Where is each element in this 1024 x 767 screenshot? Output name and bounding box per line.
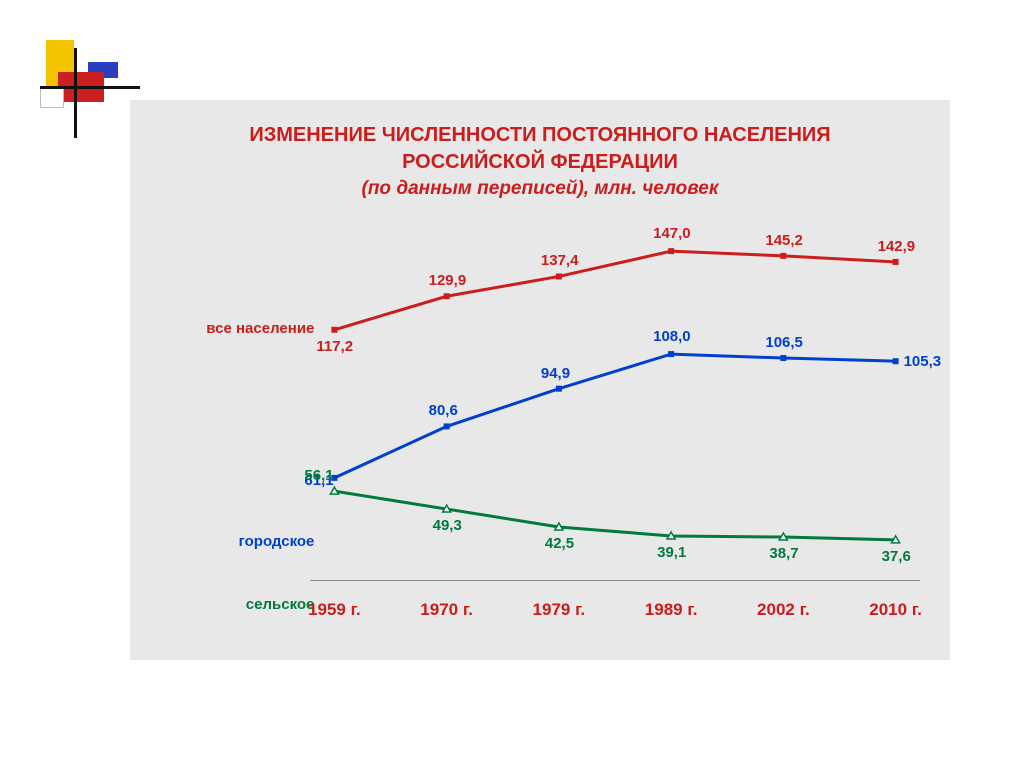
value-label: 147,0 [653,225,691,242]
title-line-1: ИЗМЕНЕНИЕ ЧИСЛЕННОСТИ ПОСТОЯННОГО НАСЕЛЕ… [130,122,950,149]
x-tick: 1970 г. [420,600,473,620]
value-label: 42,5 [545,535,574,552]
chart-svg [310,230,920,560]
value-label: 137,4 [541,252,579,269]
value-label: 117,2 [316,338,353,355]
title-line-2: РОССИЙСКОЙ ФЕДЕРАЦИИ [130,149,950,176]
value-label: 142,9 [878,238,916,255]
legend-rural: сельское [154,596,314,613]
x-tick: 2010 г. [869,600,922,620]
chart-title: ИЗМЕНЕНИЕ ЧИСЛЕННОСТИ ПОСТОЯННОГО НАСЕЛЕ… [130,100,950,202]
x-axis-line [310,580,920,581]
chart-panel: ИЗМЕНЕНИЕ ЧИСЛЕННОСТИ ПОСТОЯННОГО НАСЕЛЕ… [130,100,950,660]
plot-area [310,230,920,560]
value-label: 49,3 [433,517,462,534]
value-label: 56,1 [304,467,333,484]
value-label: 38,7 [769,545,798,562]
value-label: 108,0 [653,328,691,345]
value-label: 129,9 [429,272,467,289]
legend-total: все население [154,320,314,337]
value-label: 37,6 [882,548,911,565]
value-label: 80,6 [429,402,458,419]
value-label: 39,1 [657,544,686,561]
x-tick: 1959 г. [308,600,361,620]
slide-logo [40,40,120,120]
value-label: 105,3 [904,353,942,370]
x-tick: 2002 г. [757,600,810,620]
x-tick: 1979 г. [533,600,586,620]
value-label: 145,2 [765,232,803,249]
value-label: 106,5 [765,334,803,351]
x-axis-ticks: 1959 г. 1970 г. 1979 г. 1989 г. 2002 г. 2010 … [310,600,920,630]
title-line-3: (по данным переписей), млн. человек [130,176,950,202]
x-tick: 1989 г. [645,600,698,620]
legend-urban: городское [154,533,314,550]
value-label: 94,9 [541,365,570,382]
